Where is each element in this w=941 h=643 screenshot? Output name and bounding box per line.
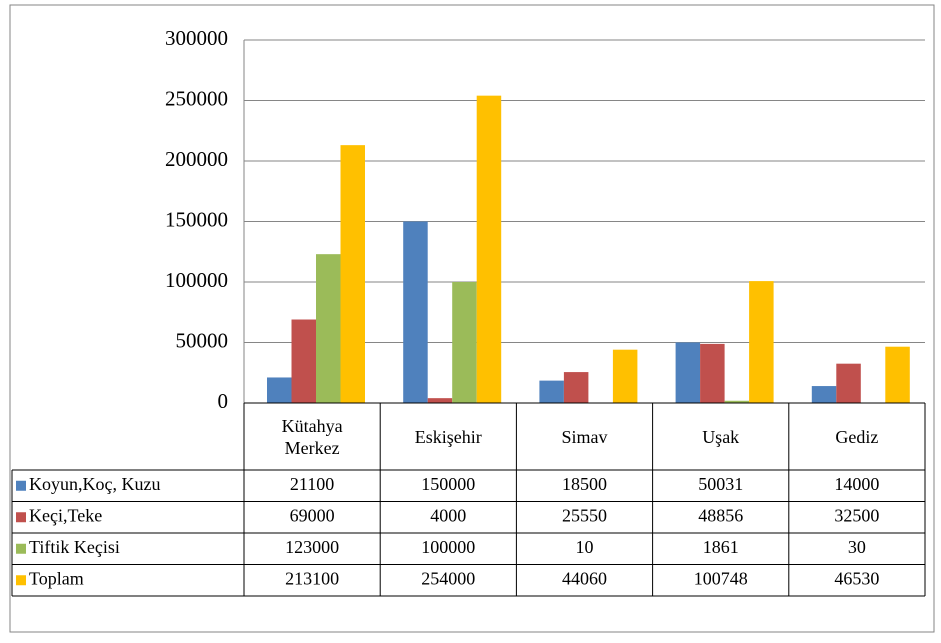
table-cell: 32500 xyxy=(834,505,879,525)
bar xyxy=(403,222,428,404)
table-cell: 123000 xyxy=(285,537,339,557)
legend-swatch xyxy=(16,575,26,585)
x-tick-label: Kütahya Merkez xyxy=(264,403,360,470)
bar xyxy=(292,320,317,403)
table-cell: 44060 xyxy=(562,568,607,588)
bar xyxy=(341,145,366,403)
x-category-cell: Uşak xyxy=(673,403,769,470)
table-cell: 10 xyxy=(576,537,594,557)
table-cell: 46530 xyxy=(834,568,879,588)
table-cell: 14000 xyxy=(834,474,879,494)
x-category-cell: Simav xyxy=(536,403,632,470)
bar xyxy=(477,96,502,403)
legend-label: Toplam xyxy=(29,568,84,588)
bar xyxy=(700,344,725,403)
table-cell: 1861 xyxy=(703,537,739,557)
bar xyxy=(676,342,701,403)
bar xyxy=(452,282,477,403)
x-category-cell: Gediz xyxy=(809,403,905,470)
table-cell: 4000 xyxy=(430,505,466,525)
y-tick-label: 250000 xyxy=(165,86,228,110)
y-tick-label: 0 xyxy=(218,389,229,413)
bar xyxy=(316,254,341,403)
legend-swatch xyxy=(16,544,26,554)
legend-label: Keçi,Teke xyxy=(29,505,102,525)
y-tick-label: 50000 xyxy=(176,328,229,352)
x-category-cell: Eskişehir xyxy=(400,403,496,470)
legend-swatch xyxy=(16,512,26,522)
bar xyxy=(539,381,564,403)
bar xyxy=(428,398,453,403)
bar xyxy=(885,347,910,403)
legend-swatch xyxy=(16,481,26,491)
table-cell: 150000 xyxy=(421,474,475,494)
table-cell: 100000 xyxy=(421,537,475,557)
table-cell: 30 xyxy=(848,537,866,557)
table-cell: 213100 xyxy=(285,568,339,588)
table-cell: 69000 xyxy=(290,505,335,525)
y-tick-label: 300000 xyxy=(165,26,228,50)
x-tick-label: Simav xyxy=(536,403,632,470)
table-cell: 100748 xyxy=(694,568,748,588)
y-tick-label: 200000 xyxy=(165,147,228,171)
legend-label: Koyun,Koç, Kuzu xyxy=(29,474,160,494)
x-tick-label: Eskişehir xyxy=(400,403,496,470)
y-tick-label: 100000 xyxy=(165,268,228,292)
table-cell: 21100 xyxy=(290,474,334,494)
bar xyxy=(267,377,292,403)
table-cell: 18500 xyxy=(562,474,607,494)
x-tick-label: Uşak xyxy=(673,403,769,470)
table-cell: 48856 xyxy=(698,505,743,525)
bar xyxy=(613,350,638,403)
bar xyxy=(836,364,861,403)
x-category-cell: Kütahya Merkez xyxy=(264,403,360,470)
x-tick-label: Gediz xyxy=(809,403,905,470)
bar xyxy=(812,386,837,403)
bar xyxy=(749,281,774,403)
legend-label: Tiftik Keçisi xyxy=(29,537,120,557)
y-tick-label: 150000 xyxy=(165,207,228,231)
table-cell: 25550 xyxy=(562,505,607,525)
table-cell: 50031 xyxy=(698,474,743,494)
bar xyxy=(564,372,589,403)
table-cell: 254000 xyxy=(421,568,475,588)
